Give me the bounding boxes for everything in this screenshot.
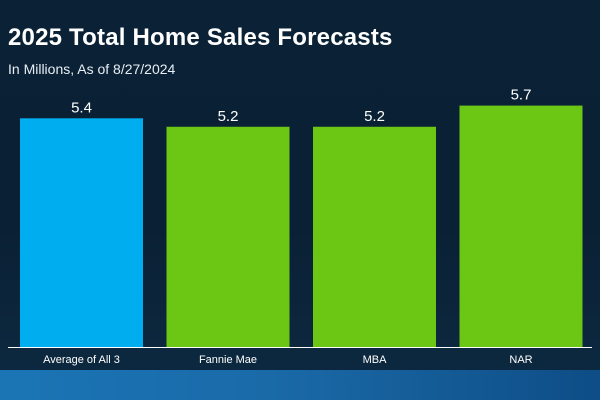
- category-label: MBA: [363, 354, 388, 366]
- value-label: 5.2: [364, 108, 385, 125]
- bar-fannie-mae: [166, 126, 290, 347]
- category-label: NAR: [509, 354, 532, 366]
- bar-average-of-all-3: [20, 118, 143, 347]
- value-label: 5.2: [218, 108, 239, 125]
- value-label: 5.4: [71, 99, 92, 116]
- category-label: Average of All 3: [43, 354, 120, 366]
- footer-band: [0, 370, 600, 400]
- category-label: Fannie Mae: [199, 354, 257, 366]
- bar-nar: [459, 105, 583, 348]
- chart-title: 2025 Total Home Sales Forecasts: [8, 24, 393, 51]
- bar-mba: [313, 126, 436, 347]
- chart-subtitle: In Millions, As of 8/27/2024: [8, 61, 176, 77]
- value-label: 5.7: [511, 87, 532, 104]
